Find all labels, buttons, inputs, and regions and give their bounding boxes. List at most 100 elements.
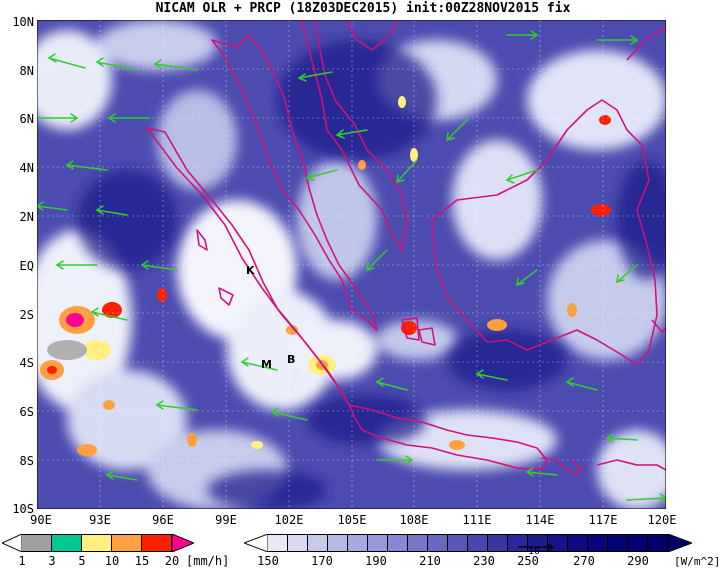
olr-tick: 290 xyxy=(627,554,649,568)
wind-arrow xyxy=(525,467,558,477)
wind-arrow xyxy=(375,377,408,391)
wind-arrow xyxy=(140,260,178,271)
lon-label: 93E xyxy=(89,513,111,527)
olr-bin xyxy=(388,534,408,552)
precip-cells xyxy=(40,96,611,456)
belitung-island xyxy=(418,327,436,346)
lat-label: 2S xyxy=(19,308,34,322)
olr-bin xyxy=(268,534,288,552)
dark-olr-patches xyxy=(77,40,666,509)
wind-arrow xyxy=(90,307,128,321)
olr-bin xyxy=(568,534,588,552)
prcp-tick: 20 xyxy=(164,554,180,568)
lat-label: 8S xyxy=(19,454,34,468)
wind-arrow xyxy=(305,169,338,181)
cloud-field xyxy=(37,20,666,509)
lon-label: 102E xyxy=(274,513,304,527)
olr-bin xyxy=(468,534,488,552)
palawan-coast xyxy=(626,27,666,61)
siberut-island xyxy=(196,229,208,251)
lon-label: 117E xyxy=(588,513,618,527)
wind-arrow xyxy=(505,169,538,184)
olr-bin xyxy=(428,534,448,552)
wind-arrow xyxy=(240,357,278,371)
prcp-bin xyxy=(142,534,172,552)
north-island-coast xyxy=(346,20,400,51)
lat-label: 10N xyxy=(12,15,34,29)
wind-arrow xyxy=(366,249,388,272)
wind-arrow xyxy=(626,493,666,503)
olr-bin xyxy=(348,534,368,552)
weather-map: K M B xyxy=(37,20,666,509)
bangka-island xyxy=(401,317,420,341)
prcp-tick: 5 xyxy=(78,554,86,568)
olr-tick: 150 xyxy=(257,554,279,568)
wind-arrow xyxy=(95,205,128,216)
prcp-bin xyxy=(52,534,82,552)
station-marker-m: M xyxy=(261,358,272,371)
olr-bin xyxy=(328,534,348,552)
lat-label: 10S xyxy=(12,502,34,516)
wind-arrow xyxy=(297,71,333,82)
prcp-bin xyxy=(82,534,112,552)
wind-arrow xyxy=(596,35,639,45)
olr-bin xyxy=(448,534,468,552)
wind-arrow xyxy=(335,129,368,139)
olr-bin xyxy=(488,534,508,552)
lon-label: 114E xyxy=(525,513,555,527)
olr-bin xyxy=(368,534,388,552)
wind-arrow xyxy=(506,30,539,40)
lon-label: 105E xyxy=(337,513,367,527)
olr-tick: 170 xyxy=(311,554,333,568)
reference-wind-vector xyxy=(518,542,555,552)
lon-label: 111E xyxy=(462,513,492,527)
olr-tick: 250 xyxy=(517,554,539,568)
olr-bin xyxy=(588,534,608,552)
olr-colorbar-right-arrow xyxy=(668,534,692,552)
prcp-tick: 3 xyxy=(48,554,56,568)
prcp-colorbar xyxy=(22,534,172,552)
malay-peninsula-coast xyxy=(211,34,378,331)
lon-label: 90E xyxy=(30,513,52,527)
wind-arrow xyxy=(95,57,138,71)
olr-bin xyxy=(648,534,668,552)
lon-label: 96E xyxy=(152,513,174,527)
olr-tick: 210 xyxy=(419,554,441,568)
lat-label: 2N xyxy=(19,210,34,224)
olr-colorbar-left-arrow xyxy=(244,534,268,552)
lat-label: 8N xyxy=(19,64,34,78)
wind-arrow xyxy=(153,59,198,71)
prcp-tick: 1 xyxy=(18,554,26,568)
olr-tick: 270 xyxy=(573,554,595,568)
olr-bin xyxy=(628,534,648,552)
prcp-colorbar-left-arrow-outline xyxy=(2,534,22,552)
wind-arrow xyxy=(47,53,86,69)
olr-bin xyxy=(408,534,428,552)
station-marker-k: K xyxy=(246,264,255,277)
lat-label: 6N xyxy=(19,112,34,126)
reference-vector-label: 10 xyxy=(528,546,541,557)
sulawesi-edge xyxy=(651,319,666,333)
lat-label: 6S xyxy=(19,405,34,419)
wind-arrow xyxy=(107,113,150,123)
lat-label: EQ xyxy=(19,259,34,273)
wind-arrow xyxy=(565,377,598,391)
nias-island xyxy=(218,287,234,306)
wind-arrow xyxy=(65,160,108,171)
wind-arrow xyxy=(396,159,418,184)
wind-arrow xyxy=(37,201,68,211)
prcp-bin xyxy=(22,534,52,552)
wind-arrow xyxy=(475,369,508,381)
wind-arrow xyxy=(37,113,79,123)
prcp-colorbar-right-arrow xyxy=(172,534,194,552)
prcp-unit: [mm/h] xyxy=(186,554,230,568)
wind-arrow xyxy=(376,455,414,465)
thailand-coast xyxy=(301,20,408,251)
lat-label: 4S xyxy=(19,356,34,370)
wind-arrow xyxy=(605,433,638,443)
wind-arrow xyxy=(516,269,538,287)
olr-bin xyxy=(288,534,308,552)
lombok-coast xyxy=(596,459,666,471)
lon-label: 108E xyxy=(399,513,429,527)
olr-unit: [W/m^2] xyxy=(674,555,721,568)
